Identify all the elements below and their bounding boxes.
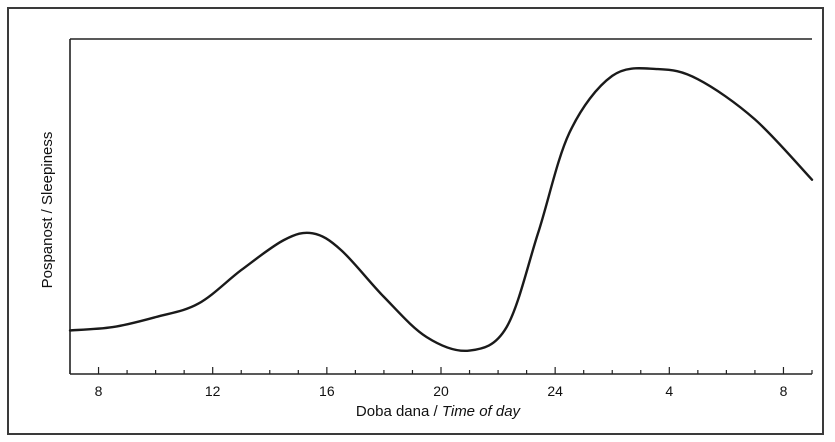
x-tick-label: 8 bbox=[780, 383, 788, 399]
x-tick-label: 24 bbox=[547, 383, 563, 399]
x-tick-label: 8 bbox=[95, 383, 103, 399]
x-tick-label: 20 bbox=[433, 383, 449, 399]
x-axis-label: Doba dana / Time of day bbox=[356, 403, 522, 420]
plot-axes bbox=[69, 38, 812, 375]
x-ticks bbox=[69, 367, 813, 374]
x-tick-label: 16 bbox=[319, 383, 335, 399]
y-axis-label: Pospanost / Sleepiness bbox=[39, 132, 56, 289]
sleepiness-curve bbox=[68, 67, 814, 353]
x-tick-label: 4 bbox=[665, 383, 673, 399]
x-tick-label: 12 bbox=[205, 383, 221, 399]
x-axis-label-plain: Doba dana / bbox=[356, 403, 442, 420]
x-tick-labels: 8 12 16 20 24 4 8 bbox=[95, 383, 788, 399]
chart-frame bbox=[7, 7, 824, 435]
x-axis-label-italic: Time of day bbox=[442, 403, 522, 420]
